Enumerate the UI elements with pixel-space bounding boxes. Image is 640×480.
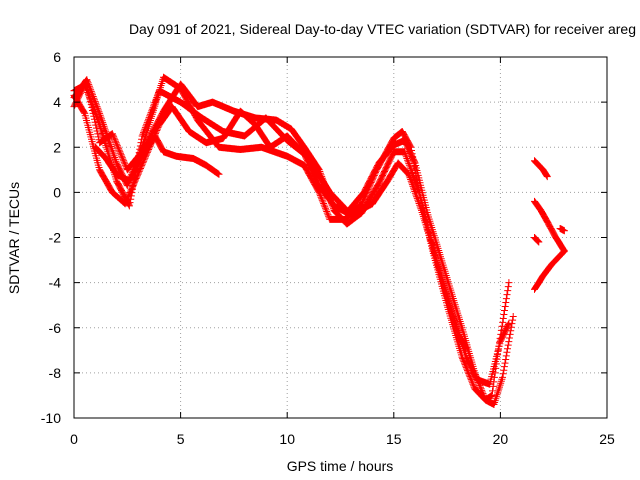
x-tick-label: 10	[279, 431, 295, 447]
series-track-7	[531, 197, 568, 255]
plus-markers	[70, 80, 513, 388]
y-tick-label: -4	[49, 275, 62, 291]
series-track-8	[531, 247, 568, 293]
axis-tick-labels: 0 5 10 15 20 25 -10 -8 -6 -4 -2 0 2 4 6	[41, 49, 615, 447]
plus-markers	[70, 91, 470, 352]
x-axis-label: GPS time / hours	[287, 458, 394, 474]
series-track-3	[70, 80, 513, 388]
series-track-1	[70, 73, 513, 404]
series-track-9	[531, 234, 543, 246]
plus-markers	[91, 132, 223, 185]
x-tick-label: 15	[386, 431, 402, 447]
series-track-5	[91, 132, 223, 185]
chart-title: Day 091 of 2021, Sidereal Day-to-day VTE…	[129, 21, 636, 37]
data-points	[70, 73, 568, 408]
plus-markers	[70, 73, 513, 404]
series-track-4	[70, 91, 470, 352]
y-tick-label: 4	[53, 94, 61, 110]
series-track-6	[531, 157, 551, 181]
x-tick-label: 0	[70, 431, 78, 447]
y-tick-label: -2	[49, 230, 62, 246]
x-tick-label: 5	[177, 431, 185, 447]
series-track-10	[556, 225, 568, 235]
plus-markers	[531, 234, 543, 246]
plus-markers	[531, 197, 568, 255]
y-tick-label: -6	[49, 320, 62, 336]
axis-ticks	[73, 56, 608, 419]
plus-markers	[556, 225, 568, 235]
x-tick-label: 20	[493, 431, 509, 447]
y-tick-label: -8	[49, 365, 62, 381]
plus-markers	[531, 247, 568, 293]
y-tick-label: 6	[53, 49, 61, 65]
grid	[74, 57, 607, 418]
y-tick-label: 2	[53, 139, 61, 155]
x-tick-label: 25	[599, 431, 615, 447]
y-tick-label: 0	[53, 184, 61, 200]
y-tick-label: -10	[41, 410, 61, 426]
y-axis-label: SDTVAR / TECUs	[6, 182, 22, 294]
plus-markers	[531, 157, 551, 181]
